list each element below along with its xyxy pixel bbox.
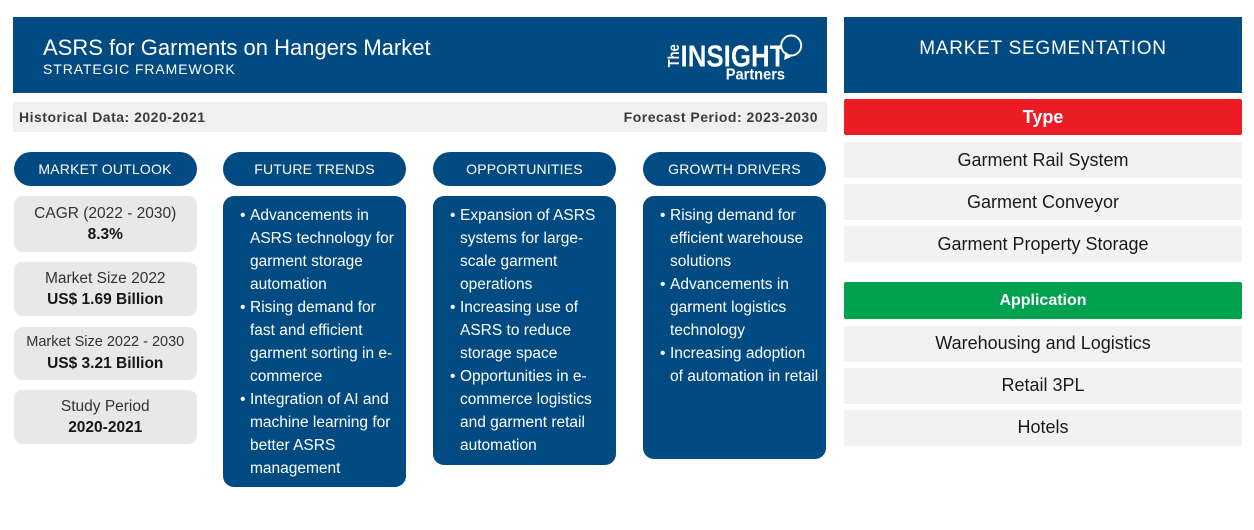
svg-text:INSIGHT: INSIGHT	[681, 40, 786, 74]
svg-text:The: The	[666, 44, 683, 67]
svg-text:Partners: Partners	[726, 66, 785, 83]
